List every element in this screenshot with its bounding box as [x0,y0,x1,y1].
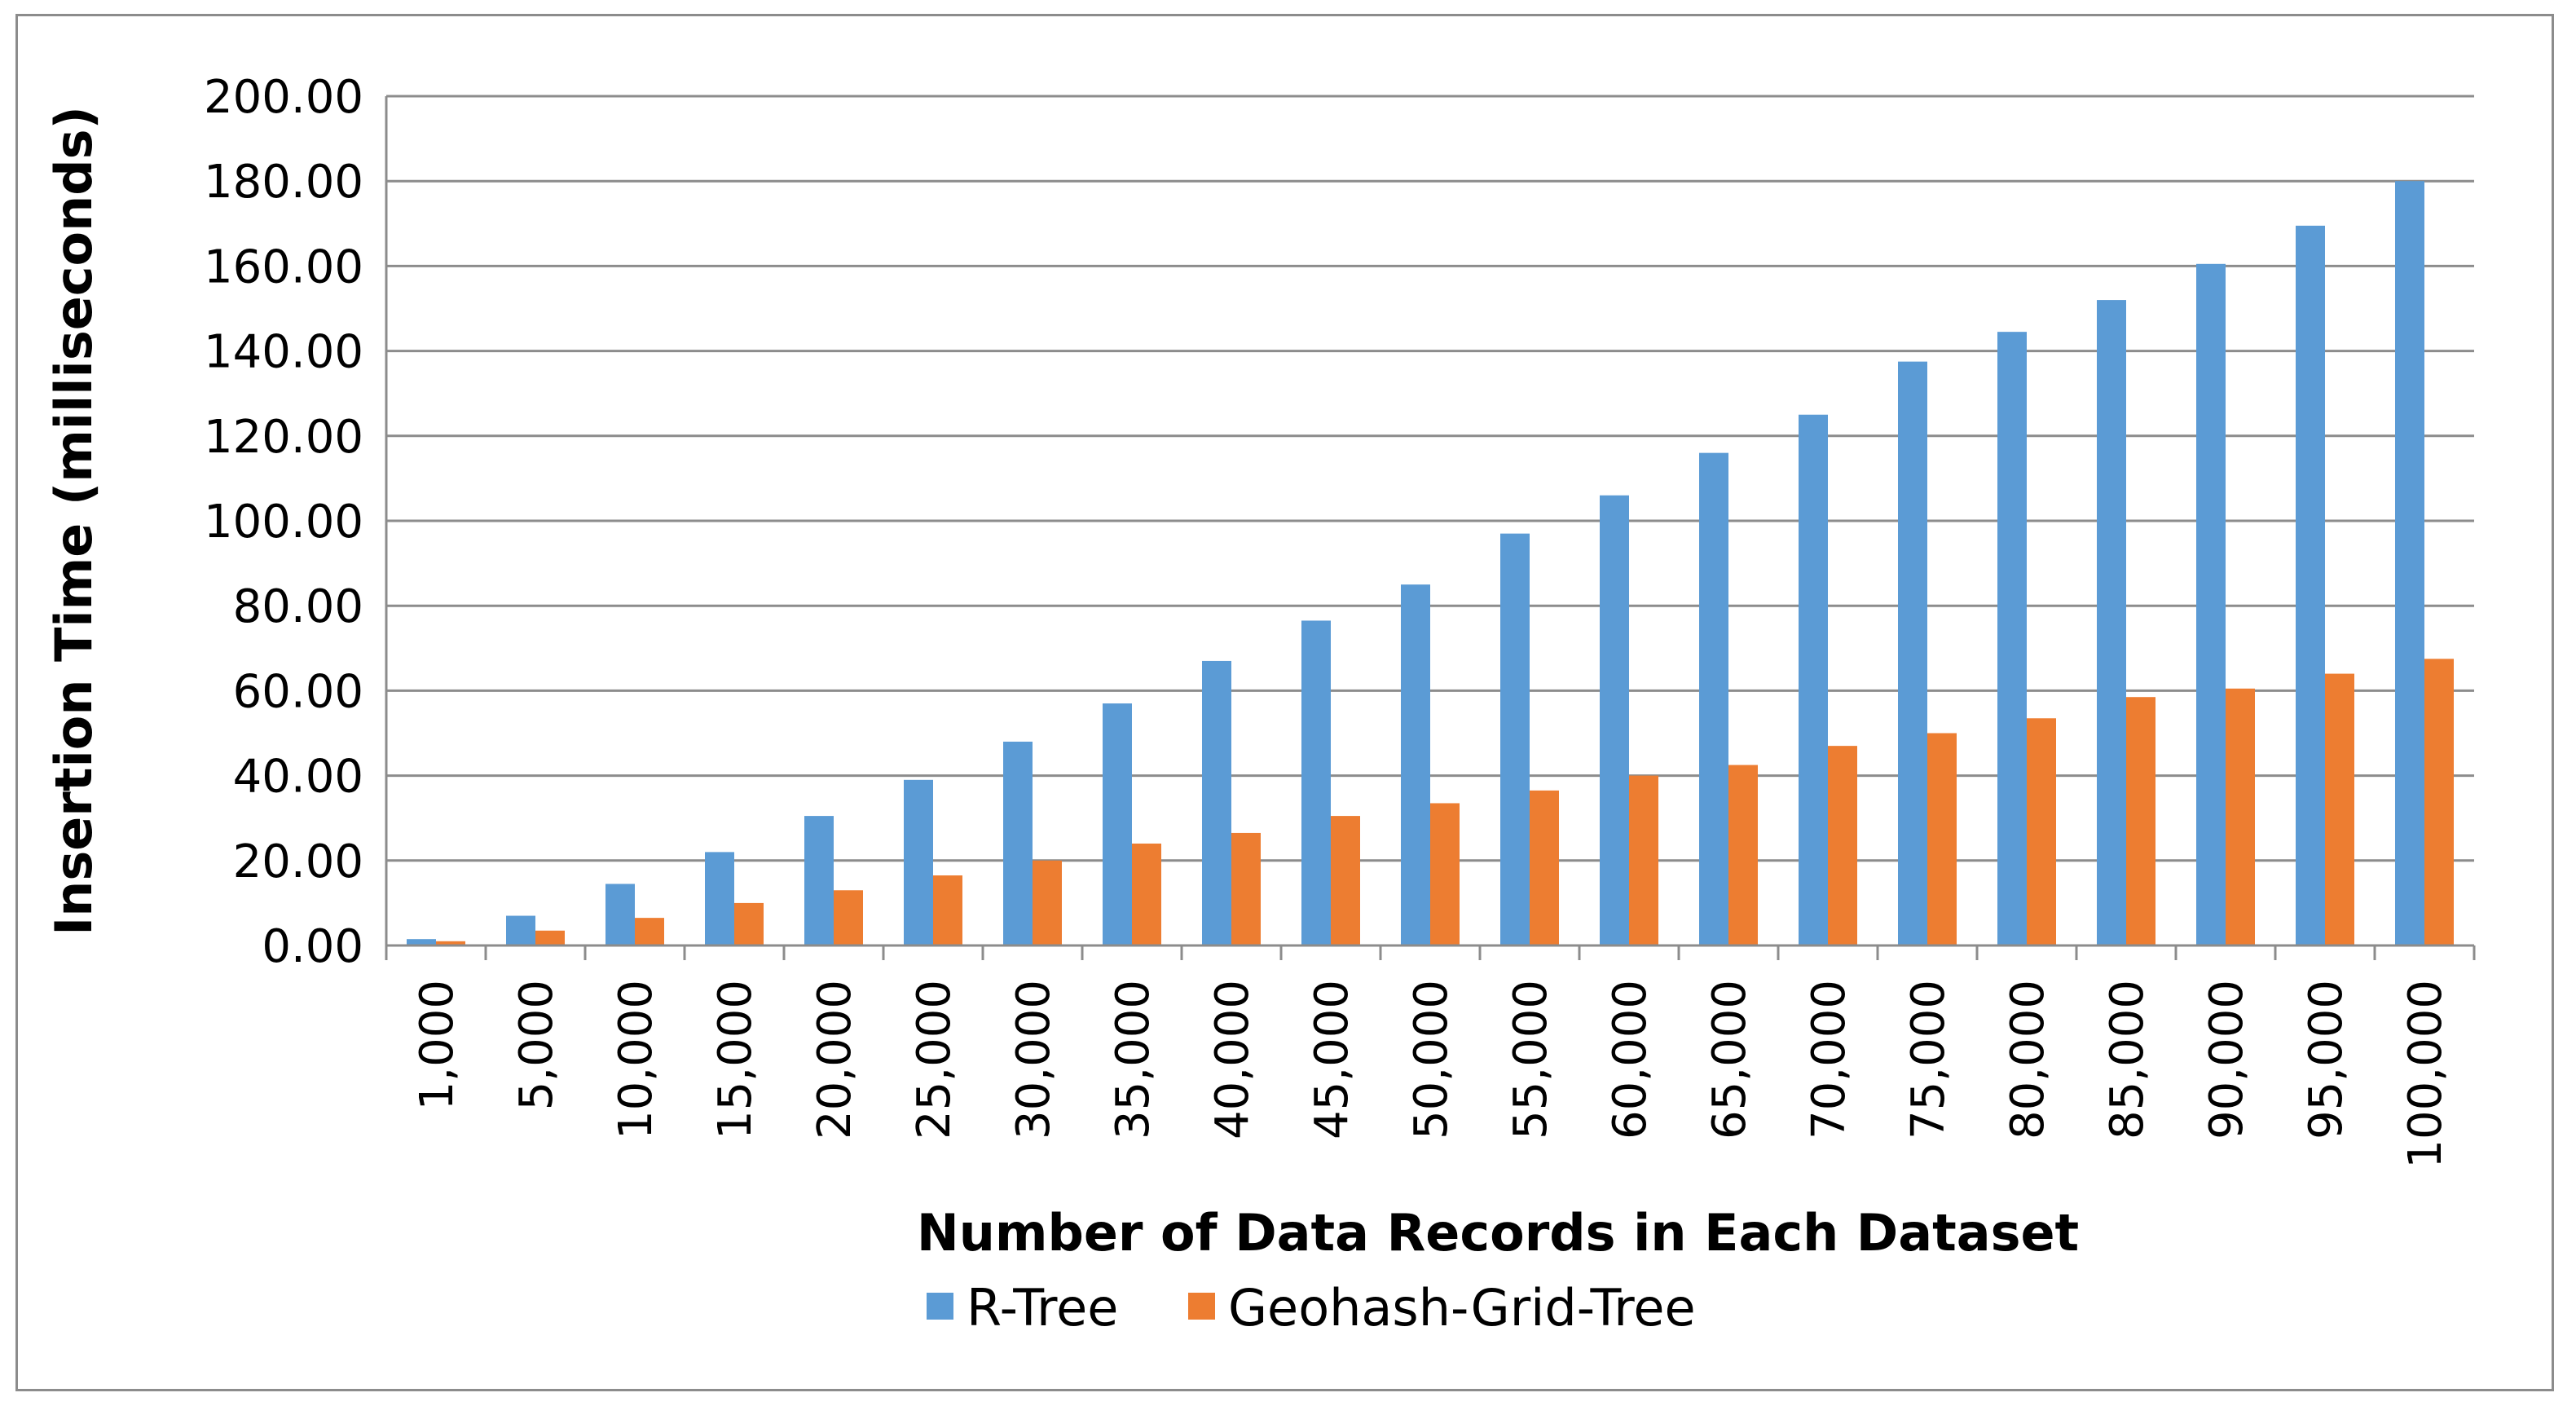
bar-r-tree-85-000 [2097,300,2126,946]
bar-r-tree-50-000 [1401,584,1430,945]
y-tick-label: 80.00 [233,580,363,633]
bar-r-tree-60-000 [1600,495,1629,945]
legend-label-r-tree: R-Tree [967,1278,1118,1338]
bar-geohash-grid-tree-90-000 [2226,688,2255,945]
y-tick-label: 200.00 [204,71,363,124]
x-tick-label: 70,000 [1803,980,1856,1139]
bar-r-tree-65-000 [1699,452,1728,945]
bar-r-tree-1-000 [407,939,436,945]
bar-r-tree-100-000 [2395,181,2424,945]
bar-r-tree-15-000 [705,852,734,945]
bar-r-tree-70-000 [1799,414,1828,945]
y-tick-labels: 0.00 20.00 40.00 60.00 80.00 100.00 120.00 140.… [204,71,363,973]
y-tick-label: 180.00 [204,156,363,209]
bar-geohash-grid-tree-45-000 [1331,816,1360,945]
bar-r-tree-40-000 [1202,660,1231,945]
x-tick-label: 30,000 [1007,980,1060,1139]
y-tick-label: 60.00 [233,665,363,718]
y-tick-label: 160.00 [204,240,363,293]
x-tick-label: 15,000 [709,980,762,1139]
bar-r-tree-55-000 [1500,533,1530,945]
y-tick-label: 40.00 [233,751,363,804]
bar-r-tree-10-000 [605,884,635,945]
x-tick-label: 50,000 [1405,980,1458,1139]
bar-r-tree-45-000 [1301,620,1331,945]
bar-geohash-grid-tree-50-000 [1430,803,1460,945]
x-tick-label: 1,000 [411,980,464,1110]
bar-r-tree-5-000 [506,915,535,945]
x-tick-label: 95,000 [2300,980,2353,1139]
axes [385,96,2476,960]
bar-r-tree-20-000 [804,816,834,945]
bar-r-tree-30-000 [1003,741,1033,945]
bar-geohash-grid-tree-20-000 [834,890,863,945]
x-axis-title: Number of Data Records in Each Dataset [917,1203,2079,1263]
bar-geohash-grid-tree-10-000 [635,918,664,945]
x-tick-label: 85,000 [2101,980,2154,1139]
bar-geohash-grid-tree-30-000 [1033,860,1062,945]
bar-geohash-grid-tree-80-000 [2027,718,2056,945]
x-tick-label: 100,000 [2399,980,2452,1169]
x-tick-label: 75,000 [1902,980,1955,1139]
bar-geohash-grid-tree-65-000 [1728,765,1758,945]
bar-geohash-grid-tree-100-000 [2424,659,2454,945]
x-tick-label: 55,000 [1504,980,1557,1139]
bar-geohash-grid-tree-55-000 [1530,790,1559,945]
x-tick-label: 35,000 [1107,980,1160,1139]
bar-geohash-grid-tree-15-000 [734,902,764,945]
x-tick-label: 20,000 [808,980,861,1139]
x-tick-label: 5,000 [510,980,563,1110]
legend-swatch-geohash-grid-tree [1188,1293,1215,1320]
x-tick-label: 90,000 [2200,980,2253,1139]
bar-geohash-grid-tree-75-000 [1927,733,1957,945]
x-tick-label: 25,000 [908,980,961,1139]
y-tick-label: 20.00 [233,835,363,888]
bar-geohash-grid-tree-85-000 [2126,697,2155,945]
legend: R-Tree Geohash-Grid-Tree [927,1278,1696,1338]
bar-r-tree-90-000 [2196,263,2226,945]
x-tick-label: 10,000 [610,980,663,1139]
bar-geohash-grid-tree-95-000 [2325,673,2354,945]
bar-r-tree-80-000 [1997,332,2027,945]
x-tick-label: 80,000 [2001,980,2054,1139]
bar-geohash-grid-tree-25-000 [933,875,962,945]
y-tick-label: 120.00 [204,411,363,464]
bars [407,181,2454,946]
bar-r-tree-75-000 [1898,361,1927,945]
bar-geohash-grid-tree-70-000 [1828,746,1857,945]
y-tick-label: 0.00 [262,920,363,973]
legend-swatch-r-tree [927,1293,953,1320]
x-tick-label: 40,000 [1206,980,1259,1139]
x-tick-label: 60,000 [1604,980,1657,1139]
x-tick-label: 45,000 [1306,980,1358,1139]
x-tick-label: 65,000 [1703,980,1756,1139]
bar-r-tree-35-000 [1103,703,1132,945]
bar-geohash-grid-tree-5-000 [535,930,565,945]
legend-label-geohash-grid-tree: Geohash-Grid-Tree [1228,1278,1696,1338]
y-axis-title: Insertion Time (milliseconds) [44,106,103,936]
bar-r-tree-95-000 [2296,225,2325,945]
bar-geohash-grid-tree-60-000 [1629,775,1658,945]
bar-geohash-grid-tree-40-000 [1231,832,1261,945]
bar-geohash-grid-tree-35-000 [1132,843,1161,945]
bar-geohash-grid-tree-1-000 [436,941,465,945]
bar-r-tree-25-000 [904,779,933,945]
y-tick-label: 140.00 [204,326,363,379]
x-tick-labels: 1,000 5,000 10,000 15,000 20,000 25,000 30,000… [411,980,2452,1169]
y-tick-label: 100.00 [204,496,363,549]
